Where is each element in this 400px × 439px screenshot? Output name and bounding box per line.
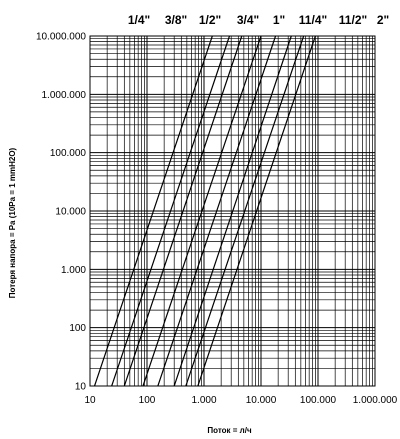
- x-tick-labels: 10 100 1.000 10.000 100.000 1.000.000: [84, 395, 397, 406]
- x-tick-label: 100: [139, 395, 156, 406]
- x-tick-label: 1.000: [191, 395, 216, 406]
- series-line-1: [93, 35, 213, 387]
- plot-area-frame: [89, 35, 376, 387]
- grid: [89, 36, 375, 387]
- series-label-7: 11/2": [339, 13, 367, 27]
- series-labels: 1/4" 3/8" 1/2" 3/4" 1" 11/4" 11/2" 2": [128, 13, 389, 27]
- y-tick-label: 100.000: [50, 148, 87, 159]
- y-tick-label: 100: [69, 323, 86, 334]
- series-label-4: 3/4": [237, 13, 259, 27]
- series-line-3: [123, 35, 243, 387]
- series-lines: [93, 35, 316, 387]
- x-tick-label: 10: [84, 395, 96, 406]
- x-tick-label: 100.000: [300, 395, 337, 406]
- x-tick-label: 10.000: [246, 395, 277, 406]
- x-tick-label: 1.000.000: [353, 395, 398, 406]
- series-line-6: [173, 35, 292, 387]
- series-line-7: [185, 35, 305, 387]
- series-line-4: [142, 35, 262, 387]
- y-tick-label: 10.000.000: [36, 32, 86, 43]
- y-tick-label: 1.000.000: [42, 90, 87, 101]
- series-label-2: 3/8": [165, 13, 187, 27]
- series-label-5: 1": [273, 13, 285, 27]
- y-tick-label: 1.000: [61, 265, 86, 276]
- y-tick-label: 10.000: [55, 207, 86, 218]
- series-label-1: 1/4": [128, 13, 150, 27]
- series-line-2: [111, 35, 231, 387]
- series-label-6: 11/4": [299, 13, 327, 27]
- y-axis-title: Потеря напора = Pa (10Pa = 1 mmH2O): [8, 147, 17, 298]
- y-tick-label: 10: [75, 382, 87, 393]
- series-line-5: [157, 35, 277, 387]
- y-tick-labels: 10 100 1.000 10.000 100.000 1.000.000 10.000.0…: [36, 32, 86, 393]
- series-line-8: [197, 35, 316, 387]
- series-label-3: 1/2": [199, 13, 221, 27]
- series-label-8: 2": [377, 13, 389, 27]
- x-axis-title: Поток = л/ч: [207, 426, 252, 435]
